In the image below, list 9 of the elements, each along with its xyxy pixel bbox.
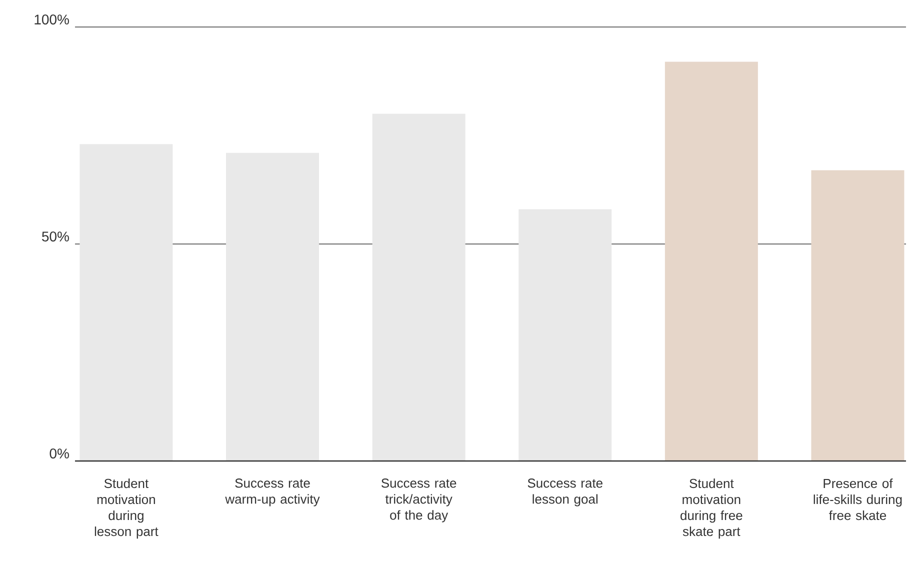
y-tick-label: 0%: [50, 448, 69, 458]
x-tick-label: Student motivation during lesson part: [94, 478, 158, 539]
x-tick-label: Presence of life-skills during free skate: [814, 478, 902, 520]
x-tick-label: Student motivation during free skate part: [680, 478, 742, 539]
y-tick-label: 50%: [42, 232, 69, 242]
y-tick-label: 100%: [34, 14, 69, 24]
x-tick-label: Success rate warm-up activity: [225, 478, 320, 506]
x-tick-label: Success rate trick/activity of the day: [381, 478, 456, 522]
x-tick-label: Success rate lesson goal: [528, 478, 602, 506]
